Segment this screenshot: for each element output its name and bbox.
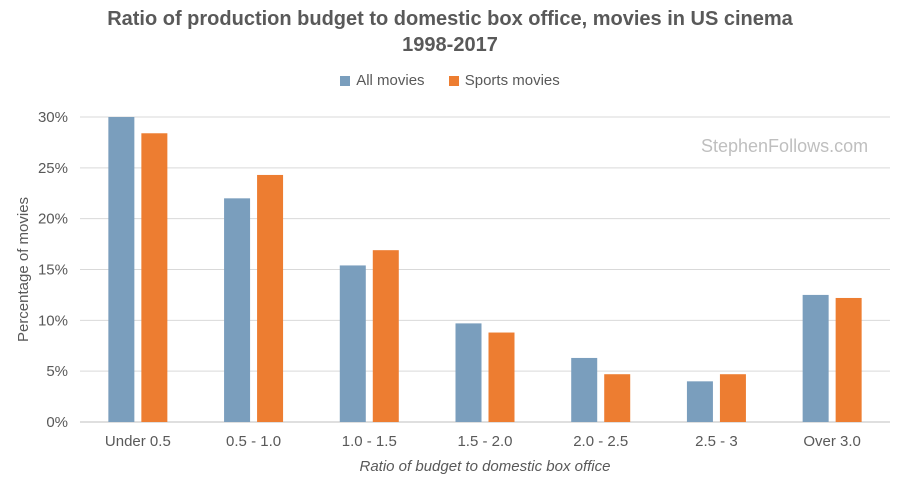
y-tick-label: 10% (38, 312, 68, 329)
bar-sports-movies (141, 133, 168, 422)
bar-sports-movies (257, 174, 284, 422)
x-tick-label: 1.5 - 2.0 (457, 433, 512, 450)
legend-swatch-sports-movies (448, 75, 459, 86)
legend: All movies Sports movies (0, 72, 900, 90)
bar-all-movies (108, 117, 135, 422)
legend-label-all-movies: All movies (356, 72, 425, 89)
bar-sports-movies (719, 374, 746, 422)
chart-title-line2: 1998-2017 (402, 34, 498, 56)
legend-item-sports-movies: Sports movies (448, 72, 560, 89)
bar-all-movies (802, 294, 829, 422)
legend-swatch-all-movies (340, 75, 351, 86)
bar-all-movies (224, 198, 251, 422)
bar-sports-movies (372, 250, 399, 422)
y-tick-label: 20% (38, 211, 68, 228)
watermark: StephenFollows.com (701, 136, 869, 156)
x-tick-label: 1.0 - 1.5 (342, 433, 397, 450)
x-axis-title: Ratio of budget to domestic box office (360, 458, 611, 475)
legend-item-all-movies: All movies (340, 72, 425, 89)
x-tick-label: 0.5 - 1.0 (226, 433, 281, 450)
x-tick-label: Under 0.5 (105, 433, 171, 450)
bar-all-movies (455, 323, 482, 422)
legend-label-sports-movies: Sports movies (464, 72, 560, 89)
bar-sports-movies (488, 332, 515, 422)
chart-title-line1: Ratio of production budget to domestic b… (107, 8, 793, 30)
bar-sports-movies (604, 374, 631, 422)
y-tick-label: 25% (38, 160, 68, 177)
y-tick-label: 15% (38, 262, 68, 279)
x-tick-label: Over 3.0 (803, 433, 861, 450)
bar-all-movies (686, 381, 713, 422)
bar-all-movies (571, 357, 598, 422)
y-tick-label: 0% (46, 414, 68, 431)
y-axis-title: Percentage of movies (15, 197, 32, 342)
y-tick-label: 30% (38, 109, 68, 126)
y-tick-label: 5% (46, 363, 68, 380)
x-tick-label: 2.0 - 2.5 (573, 433, 628, 450)
bar-all-movies (339, 265, 366, 422)
x-tick-label: 2.5 - 3 (695, 433, 738, 450)
bar-sports-movies (835, 297, 862, 422)
